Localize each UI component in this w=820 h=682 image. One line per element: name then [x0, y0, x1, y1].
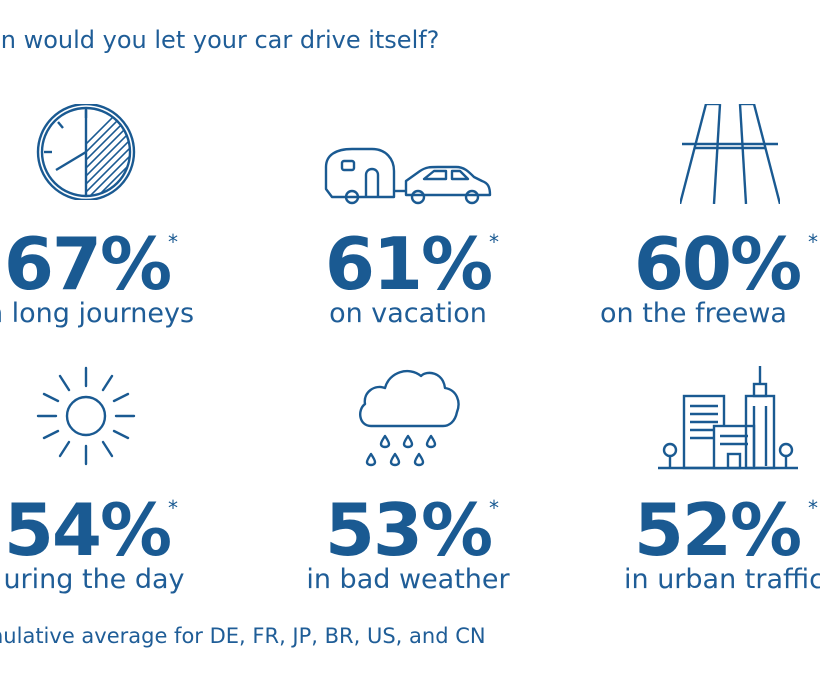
asterisk: *	[489, 496, 499, 520]
asterisk: *	[168, 230, 178, 254]
pct-on-the-freeway: 60%	[633, 222, 802, 306]
label-on-the-freeway: on the freewa	[600, 298, 787, 329]
pct-in-bad-weather: 53%	[324, 488, 493, 572]
sun-icon	[36, 366, 136, 466]
chart-title: en would you let your car drive itself?	[0, 26, 440, 54]
car-with-caravan-icon	[322, 145, 494, 207]
label-long-journeys: n long journeys	[0, 298, 195, 329]
clock-icon	[34, 104, 138, 200]
city-icon	[658, 366, 798, 470]
asterisk: *	[168, 496, 178, 520]
pct-in-urban-traffic: 52%	[633, 488, 802, 572]
asterisk: *	[808, 496, 818, 520]
asterisk: *	[808, 230, 818, 254]
freeway-icon	[680, 104, 780, 204]
pct-during-the-day: 54%	[3, 488, 172, 572]
asterisk: *	[489, 230, 499, 254]
rain-cloud-icon	[355, 366, 461, 468]
label-in-bad-weather: in bad weather	[306, 564, 510, 595]
pct-long-journeys: 67%	[3, 222, 172, 306]
footnote: nulative average for DE, FR, JP, BR, US,…	[0, 624, 486, 648]
label-in-urban-traffic: in urban traffic	[624, 564, 820, 595]
label-on-vacation: on vacation	[329, 298, 487, 329]
pct-on-vacation: 61%	[324, 222, 493, 306]
label-during-the-day: uring the day	[3, 564, 185, 595]
